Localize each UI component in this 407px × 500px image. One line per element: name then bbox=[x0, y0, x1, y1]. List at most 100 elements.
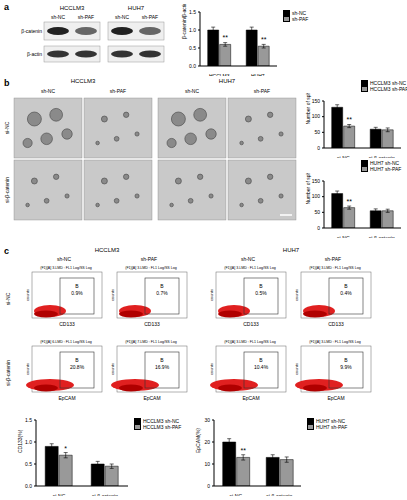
svg-text:HCCLM3: HCCLM3 bbox=[95, 247, 120, 253]
svg-text:counts: counts bbox=[110, 363, 115, 375]
svg-text:counts: counts bbox=[209, 289, 214, 301]
svg-text:sh-NC: sh-NC bbox=[51, 14, 66, 20]
svg-text:sh-PAF: sh-PAF bbox=[110, 88, 126, 94]
svg-text:EpCAM(%): EpCAM(%) bbox=[195, 428, 201, 453]
svg-text:si-NC: si-NC bbox=[337, 155, 350, 158]
svg-text:counts: counts bbox=[294, 289, 299, 301]
svg-text:(F1)[A] 3.LMD : FL1 Log/SS Log: (F1)[A] 3.LMD : FL1 Log/SS Log bbox=[309, 266, 361, 270]
svg-text:sh-NC: sh-NC bbox=[241, 256, 256, 262]
svg-text:CD133: CD133 bbox=[328, 321, 344, 327]
svg-text:EpCAM: EpCAM bbox=[327, 395, 344, 401]
svg-text:sh-PAF: sh-PAF bbox=[78, 14, 94, 20]
svg-text:EpCAM: EpCAM bbox=[143, 395, 160, 401]
svg-text:(F1)[A] 7.LMD : FL1 Log/SS Log: (F1)[A] 7.LMD : FL1 Log/SS Log bbox=[125, 340, 177, 344]
svg-text:sh-NC: sh-NC bbox=[57, 256, 72, 262]
svg-text:20.8%: 20.8% bbox=[70, 364, 85, 370]
svg-text:sh-PAF: sh-PAF bbox=[141, 256, 157, 262]
svg-text:HUH7: HUH7 bbox=[128, 5, 145, 11]
svg-text:**: ** bbox=[346, 198, 352, 205]
svg-text:Number of spheres: Number of spheres bbox=[305, 93, 311, 125]
svg-text:si-β-catenin: si-β-catenin bbox=[266, 493, 292, 496]
svg-text:1.0: 1.0 bbox=[189, 27, 196, 33]
svg-text:counts: counts bbox=[25, 363, 30, 375]
svg-text:0.9%: 0.9% bbox=[71, 290, 83, 296]
svg-text:20: 20 bbox=[204, 439, 210, 445]
svg-text:counts: counts bbox=[294, 363, 299, 375]
svg-text:0: 0 bbox=[317, 225, 320, 231]
svg-text:0.7%: 0.7% bbox=[156, 290, 168, 296]
svg-text:100: 100 bbox=[312, 193, 321, 199]
svg-text:HCCLM3: HCCLM3 bbox=[60, 5, 85, 11]
svg-text:HUH7: HUH7 bbox=[251, 73, 265, 76]
svg-text:β-catenin/β-actin: β-catenin/β-actin bbox=[181, 4, 187, 39]
svg-text:si-β-catenin: si-β-catenin bbox=[369, 155, 395, 158]
svg-text:(F1)[A] 3.LMD : FL1 Log/SS Log: (F1)[A] 3.LMD : FL1 Log/SS Log bbox=[224, 266, 276, 270]
svg-text:sh-PAF: sh-PAF bbox=[254, 88, 270, 94]
svg-text:10.4%: 10.4% bbox=[254, 364, 269, 370]
svg-text:1.0: 1.0 bbox=[25, 439, 32, 445]
svg-text:CD133: CD133 bbox=[243, 321, 259, 327]
svg-text:B: B bbox=[259, 357, 263, 363]
svg-text:counts: counts bbox=[209, 363, 214, 375]
svg-text:si-β-catenin: si-β-catenin bbox=[8, 360, 11, 386]
svg-text:EpCAM: EpCAM bbox=[58, 395, 75, 401]
svg-text:150: 150 bbox=[312, 178, 321, 184]
svg-text:1.5: 1.5 bbox=[25, 417, 32, 423]
svg-text:0.5: 0.5 bbox=[189, 45, 196, 51]
svg-text:HUH7: HUH7 bbox=[283, 247, 300, 253]
svg-text:counts: counts bbox=[110, 289, 115, 301]
svg-text:0: 0 bbox=[207, 483, 210, 489]
svg-text:B: B bbox=[259, 283, 263, 289]
svg-text:0.0: 0.0 bbox=[25, 483, 32, 489]
svg-text:50: 50 bbox=[314, 209, 320, 215]
svg-text:β-actin: β-actin bbox=[27, 51, 42, 57]
svg-text:(F1)[A] 6.LMD : FL1 Log/SS Log: (F1)[A] 6.LMD : FL1 Log/SS Log bbox=[40, 340, 92, 344]
svg-text:si-β-catenin: si-β-catenin bbox=[369, 235, 395, 238]
svg-text:si-β-catenin: si-β-catenin bbox=[8, 177, 10, 203]
svg-text:HCCLM3: HCCLM3 bbox=[209, 73, 230, 76]
svg-text:B: B bbox=[75, 283, 79, 289]
svg-text:10: 10 bbox=[204, 461, 210, 467]
svg-text:si-NC: si-NC bbox=[230, 493, 243, 496]
svg-text:**: ** bbox=[261, 36, 267, 43]
svg-text:0: 0 bbox=[317, 145, 320, 151]
svg-text:0.4%: 0.4% bbox=[340, 290, 352, 296]
svg-text:β-catenin: β-catenin bbox=[21, 28, 42, 34]
svg-text:si-NC: si-NC bbox=[8, 121, 10, 134]
svg-text:150: 150 bbox=[312, 98, 321, 104]
svg-text:HCCLM3: HCCLM3 bbox=[71, 78, 96, 84]
svg-text:**: ** bbox=[222, 34, 228, 41]
svg-text:sh-NC: sh-NC bbox=[115, 14, 130, 20]
svg-text:B: B bbox=[344, 283, 348, 289]
svg-text:(F1)[A] 3.LMD : FL1 Log/SS Log: (F1)[A] 3.LMD : FL1 Log/SS Log bbox=[125, 266, 177, 270]
svg-text:0.0: 0.0 bbox=[189, 63, 196, 69]
svg-text:si-NC: si-NC bbox=[337, 235, 350, 238]
svg-text:0.5: 0.5 bbox=[25, 461, 32, 467]
svg-text:(F1)[A] 3.LMD : FL1 Log/SS Log: (F1)[A] 3.LMD : FL1 Log/SS Log bbox=[309, 340, 361, 344]
svg-text:counts: counts bbox=[25, 289, 30, 301]
svg-text:50: 50 bbox=[314, 129, 320, 135]
svg-text:b: b bbox=[8, 78, 10, 88]
svg-text:c: c bbox=[8, 246, 9, 256]
svg-text:**: ** bbox=[240, 447, 246, 454]
svg-text:si-NC: si-NC bbox=[8, 292, 11, 305]
svg-text:HUH7: HUH7 bbox=[219, 78, 236, 84]
svg-text:CD133(%): CD133(%) bbox=[17, 429, 23, 453]
svg-text:B: B bbox=[344, 357, 348, 363]
svg-text:B: B bbox=[160, 283, 164, 289]
svg-text:sh-NC: sh-NC bbox=[41, 88, 56, 94]
svg-text:(F1)[A] 3.LMD : FL1 Log/SS Log: (F1)[A] 3.LMD : FL1 Log/SS Log bbox=[224, 340, 276, 344]
svg-text:sh-NC: sh-NC bbox=[185, 88, 200, 94]
svg-text:*: * bbox=[64, 445, 67, 452]
svg-text:si-NC: si-NC bbox=[53, 493, 66, 496]
svg-text:a: a bbox=[8, 2, 10, 12]
svg-text:B: B bbox=[75, 357, 79, 363]
svg-text:16.9%: 16.9% bbox=[155, 364, 170, 370]
svg-text:sh-PAF: sh-PAF bbox=[142, 14, 158, 20]
svg-text:CD133: CD133 bbox=[144, 321, 160, 327]
svg-text:B: B bbox=[160, 357, 164, 363]
svg-text:(F1)[A] 3.LMD : FL1 Log/SS Log: (F1)[A] 3.LMD : FL1 Log/SS Log bbox=[40, 266, 92, 270]
svg-text:si-β-catenin: si-β-catenin bbox=[92, 493, 118, 496]
svg-text:sh-PAF: sh-PAF bbox=[325, 256, 341, 262]
svg-text:1.5: 1.5 bbox=[189, 9, 196, 15]
